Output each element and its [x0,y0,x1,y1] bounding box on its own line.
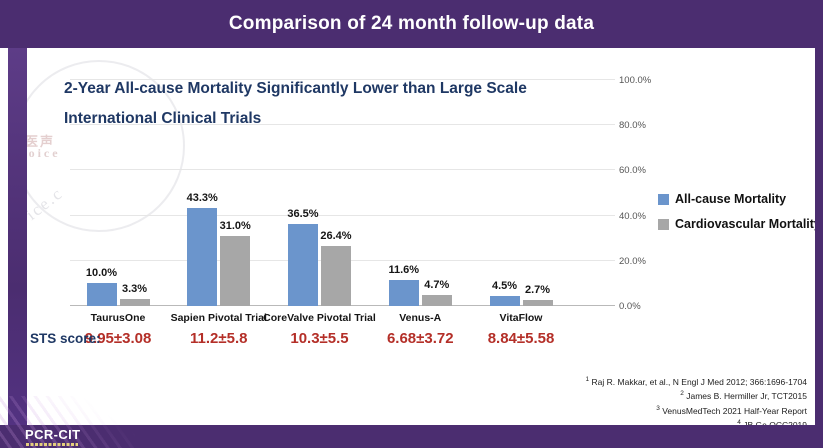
y-tick-label: 80.0% [619,120,646,132]
legend-item: All-cause Mortality [658,192,821,206]
bar-chart-plot-area: 0.0% 20.0% 40.0% 60.0% 80.0% 100.0% 10.0% 3.3% T… [70,75,651,347]
gridline [70,214,615,216]
footnote-line: 2 James B. Hermiller Jr, TCT2015 [680,390,807,402]
gridline [70,79,615,80]
slide-title: Comparison of 24 month follow-up data [228,13,595,34]
chart-title-line1: 2-Year All-cause Mortality Significantly… [64,80,527,97]
category-label: VitaFlow [499,312,543,324]
bar-all-cause-mortality [288,223,318,306]
right-border-decoration [815,0,823,448]
gridline [70,124,615,126]
bar-value-label: 11.6% [388,263,420,276]
category-label: CoreValve Pivotal Trial [263,312,376,324]
y-tick-label: 20.0% [619,255,646,267]
bar-value-label: 4.5% [491,279,518,292]
sts-score-value: 9.95±3.08 [84,330,152,347]
sts-score-value: 8.84±5.58 [487,330,555,347]
logo-tagline-decoration [26,443,78,446]
footnote-line: 3 VenusMedTech 2021 Half-Year Report [656,404,807,416]
watermark-text-cn: 医声 [25,134,56,149]
chart-legend: All-cause Mortality Cardiovascular Mortal… [658,192,821,242]
legend-item: Cardiovascular Mortality [658,217,821,231]
y-tick-label: 0.0% [619,301,641,312]
footnote-line: 1 Raj R. Makkar, et al., N Engl J Med 20… [585,376,807,387]
reference-footnotes: 1 Raj R. Makkar, et al., N Engl J Med 20… [586,374,807,431]
bar-all-cause-mortality [86,283,117,306]
bar-cardiovascular-mortality [522,299,553,306]
bar-cardiovascular-mortality [421,295,452,306]
y-tick-label: 40.0% [619,210,646,222]
bar-value-label: 4.7% [424,279,450,292]
sts-score-value: 11.2±5.8 [190,330,248,347]
y-tick-label: 60.0% [619,165,646,177]
bar-value-label: 10.0% [85,267,118,280]
category-label: Sapien Pivotal Trial [170,312,267,324]
left-stripe-decoration [8,48,27,448]
bar-all-cause-mortality [489,295,520,306]
sts-score-label: STS score: [30,331,101,346]
sts-score-value: 6.68±3.72 [386,330,454,347]
bar-value-label: 43.3% [186,192,218,205]
legend-swatch [658,218,669,230]
bar-cardiovascular-mortality [220,235,251,306]
category-label: TaurusOne [90,312,146,324]
bar-cardiovascular-mortality [321,246,351,306]
legend-label: All-cause Mortality [675,192,787,206]
bar-value-label: 2.7% [524,283,551,296]
watermark-text-voice: Voice [18,146,61,160]
slide-header: Comparison of 24 month follow-up data [0,0,823,48]
legend-swatch [658,193,669,205]
gridline [70,169,615,171]
legend-label: Cardiovascular Mortality [675,217,821,231]
bar-all-cause-mortality [388,279,419,306]
bar-value-label: 3.3% [121,282,148,295]
bar-cardiovascular-mortality [119,298,150,306]
y-tick-label: 100.0% [619,75,652,86]
bar-value-label: 31.0% [219,219,251,232]
footer-bar [0,425,823,448]
pcr-cit-logo: PCR-CIT [25,427,81,442]
sts-score-value: 10.3±5.5 [290,330,349,347]
bar-value-label: 26.4% [320,230,352,243]
category-label: Venus-A [399,312,442,324]
bar-value-label: 36.5% [287,207,319,220]
bar-all-cause-mortality [187,208,218,306]
footnote-line: 4 JB Ge,OCC2019 [737,418,807,430]
chart-title-line2: International Clinical Trials [64,110,262,127]
